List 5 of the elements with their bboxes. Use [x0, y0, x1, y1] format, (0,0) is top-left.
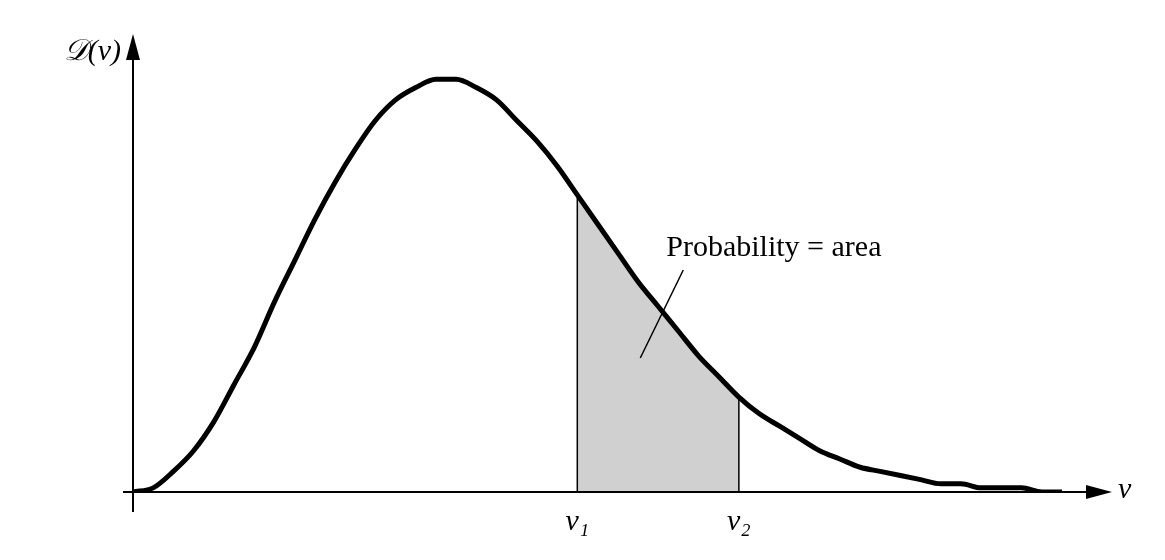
- annotation: Probability = area: [666, 228, 882, 262]
- x-tick-label: v₂: [726, 502, 751, 536]
- x-axis-title: v: [1118, 470, 1132, 504]
- x-tick-label: v₁: [565, 502, 590, 536]
- y-axis-title: 𝒟(v): [63, 32, 122, 67]
